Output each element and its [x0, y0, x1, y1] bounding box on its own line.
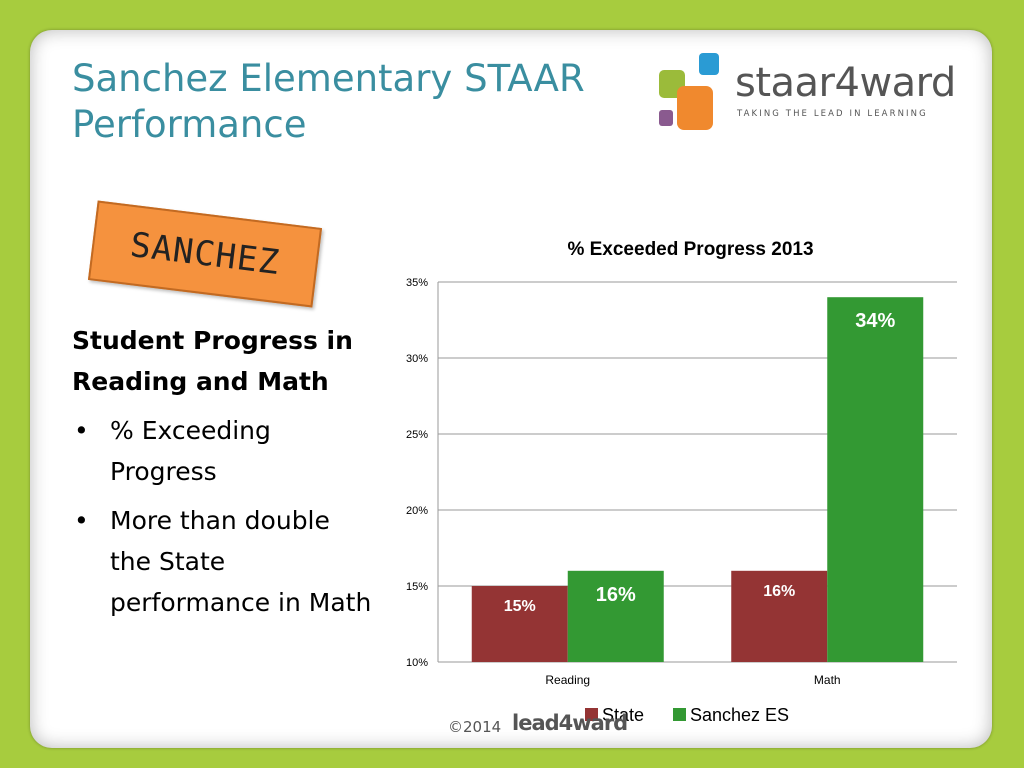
data-label: 15% [504, 598, 536, 615]
y-tick-label: 10% [406, 657, 428, 669]
legend-swatch-sanchez [673, 708, 686, 721]
x-tick-label: Math [814, 673, 841, 687]
bullet-dot-icon: • [74, 416, 89, 445]
bullet-text: More than double the State performance i… [110, 506, 372, 617]
staar4ward-logo: staar4ward TAKING THE LEAD IN LEARNING [655, 50, 975, 135]
bar-sanchez [827, 297, 924, 662]
bullet-list: • % Exceeding Progress • More than double … [72, 410, 372, 631]
logo-squares-icon [659, 53, 719, 130]
footer-brand: lead4ward [512, 711, 628, 735]
legend-label: Sanchez ES [690, 705, 789, 725]
data-label: 34% [855, 310, 895, 332]
y-tick-label: 30% [406, 353, 428, 365]
logo-tagline: TAKING THE LEAD IN LEARNING [737, 109, 928, 119]
legend-swatch-state [585, 708, 598, 721]
logo-purple-square [659, 110, 673, 126]
side-heading: Student Progress in Reading and Math [72, 326, 353, 396]
data-label: 16% [596, 584, 636, 606]
slide-title: Sanchez Elementary STAAR Performance [72, 57, 585, 146]
logo-blue-square [699, 53, 719, 75]
exceeded-progress-chart: % Exceeded Progress 2013 10% 15% 20% 25% 30% 3… [406, 239, 957, 725]
y-tick-label: 25% [406, 429, 428, 441]
chart-title: % Exceeded Progress 2013 [567, 239, 813, 260]
data-label: 16% [763, 583, 795, 600]
bullet-item: • % Exceeding Progress [72, 410, 372, 492]
bar-sanchez [567, 570, 664, 662]
y-tick-label: 15% [406, 581, 428, 593]
footer-copyright: ©2014 [448, 718, 502, 736]
bullet-item: • More than double the State performance … [72, 500, 372, 623]
bar-state [731, 570, 828, 662]
legend-label: State [602, 705, 644, 725]
x-tick-label: Reading [545, 673, 590, 687]
bar-state [471, 586, 568, 662]
bullet-dot-icon: • [74, 506, 89, 535]
y-tick-label: 20% [406, 505, 428, 517]
logo-orange-square [677, 86, 713, 130]
y-tick-label: 35% [406, 277, 428, 289]
logo-name: staar4ward [735, 60, 956, 106]
bullet-text: % Exceeding Progress [110, 416, 271, 486]
